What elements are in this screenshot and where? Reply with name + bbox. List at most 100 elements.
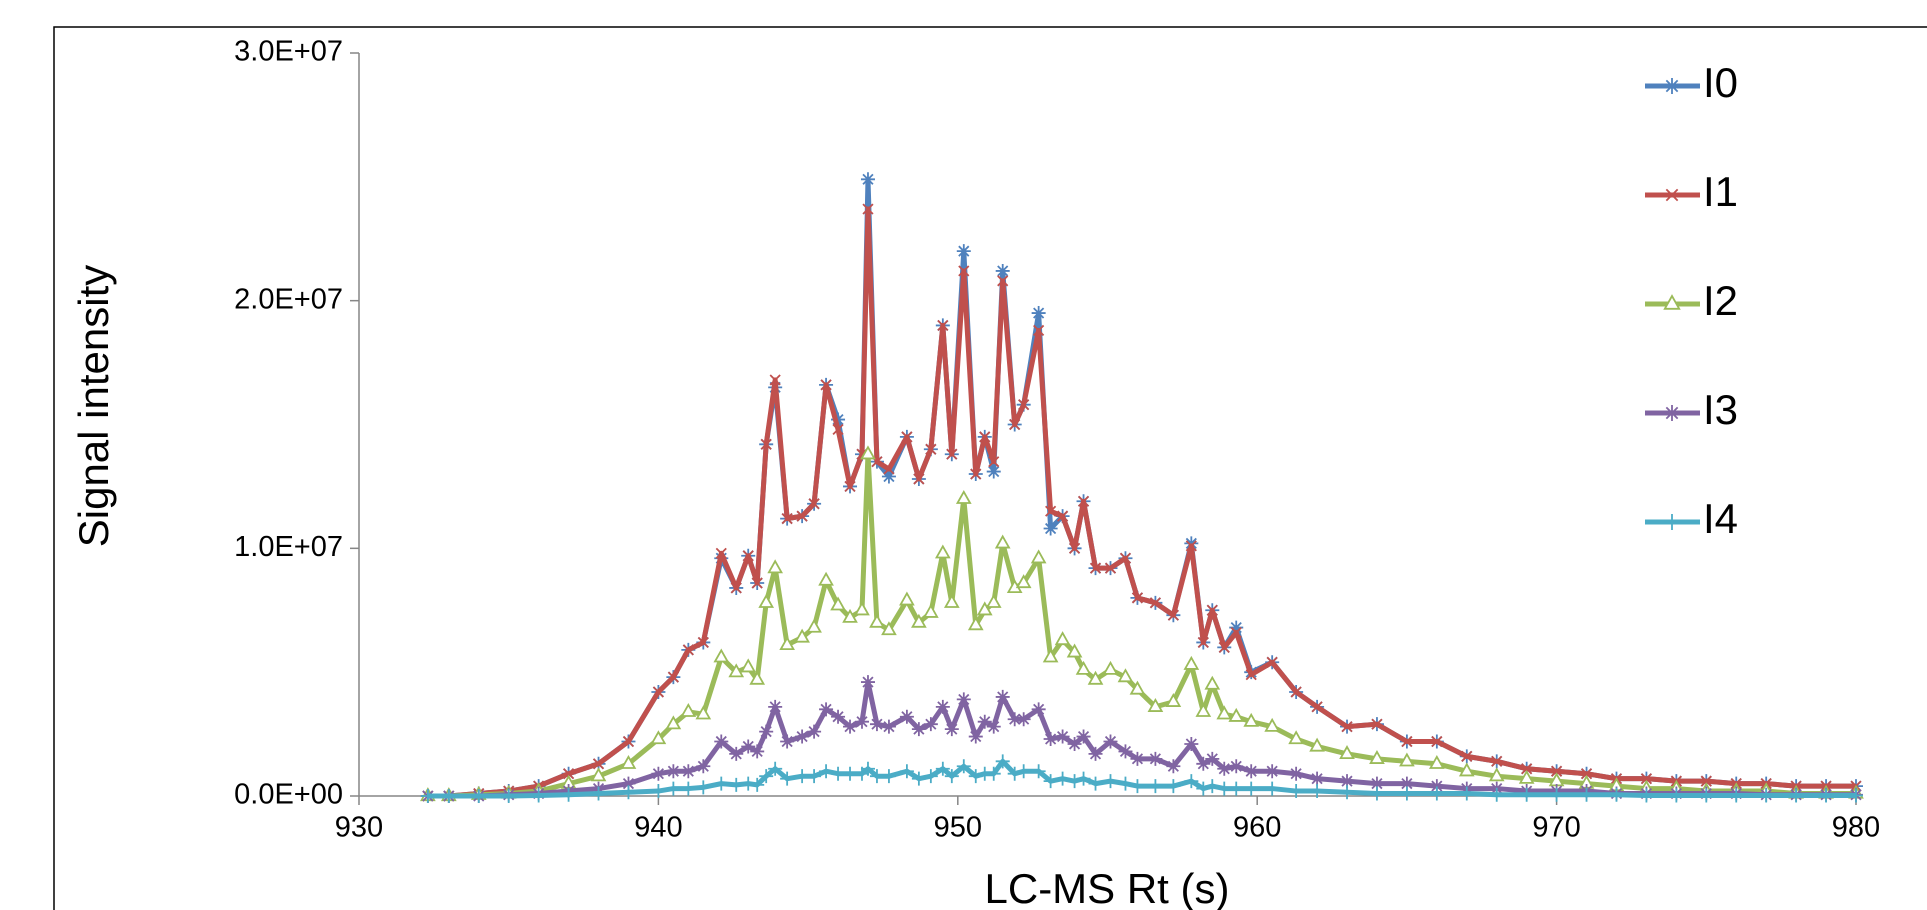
data-point: [651, 784, 666, 799]
data-point: [740, 658, 757, 673]
data-point: [652, 686, 664, 698]
data-point: [621, 785, 636, 800]
data-point: [1429, 779, 1444, 794]
data-point: [780, 771, 795, 786]
series: [420, 445, 1864, 802]
legend-label: I0: [1703, 59, 1738, 106]
data-point: [1521, 763, 1533, 775]
data-point: [943, 593, 960, 608]
data-point: [561, 787, 576, 802]
data-point: [1230, 626, 1242, 639]
data-point: [696, 780, 711, 795]
data-point: [1016, 712, 1031, 727]
data-point: [986, 464, 1001, 479]
data-point: [1399, 752, 1415, 767]
data-point: [620, 754, 637, 769]
data-point: [471, 789, 486, 803]
data-point: [741, 739, 756, 754]
data-point: [1217, 781, 1232, 796]
data-point: [666, 781, 681, 796]
data-point: [968, 769, 983, 784]
data-point: [650, 730, 667, 745]
data-point: [806, 618, 822, 633]
data-point: [759, 769, 774, 784]
y-tick-label: 1.0E+07: [234, 531, 343, 563]
data-point: [869, 769, 884, 784]
data-point: [994, 534, 1011, 549]
data-point: [1103, 774, 1118, 789]
data-point: [751, 577, 763, 589]
data-point: [1068, 542, 1081, 554]
data-point: [988, 456, 1000, 468]
data-point: [758, 593, 775, 608]
legend-marker: [1665, 188, 1679, 202]
data-point: [968, 729, 983, 744]
data-point: [759, 724, 774, 739]
data-point: [1429, 754, 1445, 769]
data-point: [1489, 787, 1504, 802]
data-point: [1009, 418, 1021, 431]
data-point: [1399, 786, 1414, 801]
series: [420, 754, 1863, 803]
data-point: [1789, 788, 1804, 803]
x-tick-label: 930: [335, 812, 383, 844]
data-point: [1075, 660, 1092, 675]
data-point: [749, 670, 766, 685]
data-point: [913, 473, 925, 485]
data-point: [729, 777, 744, 792]
data-point: [935, 699, 950, 714]
data-point: [714, 776, 729, 791]
data-point: [1244, 781, 1259, 796]
data-point: [695, 705, 712, 720]
data-point: [1519, 787, 1534, 802]
data-point: [1042, 648, 1059, 663]
data-point: [976, 601, 993, 616]
data-point: [844, 480, 856, 493]
data-point: [1043, 732, 1058, 747]
legend-item: I4: [1645, 495, 1738, 542]
legend-marker: [1664, 405, 1680, 421]
data-point: [1045, 505, 1057, 517]
data-point: [946, 448, 958, 460]
data-point: [1518, 769, 1535, 784]
data-point: [1166, 779, 1181, 794]
data-point: [958, 265, 970, 277]
data-point: [714, 734, 729, 749]
data-point: [1369, 750, 1385, 764]
data-point: [1311, 701, 1323, 713]
data-point: [590, 767, 607, 782]
legend-label: I2: [1703, 277, 1738, 324]
data-point: [842, 608, 858, 623]
data-point: [883, 463, 895, 475]
data-point: [1196, 781, 1211, 796]
data-point: [1340, 774, 1355, 789]
data-point: [1033, 324, 1045, 336]
data-point: [807, 724, 822, 739]
data-point: [1007, 766, 1022, 781]
x-tick-label: 960: [1233, 812, 1281, 844]
y-axis-title: Signal intensity: [70, 265, 117, 548]
y-tick-label: 3.0E+07: [234, 36, 343, 68]
data-point: [985, 593, 1002, 608]
data-point: [925, 443, 937, 455]
legend-item: I0: [1645, 59, 1738, 106]
data-point: [986, 719, 1001, 734]
x-tick-label: 950: [934, 812, 982, 844]
data-point: [1399, 776, 1414, 791]
data-point: [1551, 765, 1563, 777]
series: [420, 172, 1863, 803]
data-point: [1088, 776, 1103, 791]
data-point: [807, 769, 822, 784]
data-point: [1289, 784, 1304, 799]
data-point: [1055, 729, 1070, 744]
data-point: [1054, 631, 1071, 646]
data-point: [680, 702, 697, 717]
data-point: [1266, 656, 1278, 668]
data-point: [682, 644, 694, 656]
legend-marker: [1663, 294, 1681, 310]
data-point: [795, 729, 810, 744]
data-point: [1167, 609, 1179, 621]
data-point: [1640, 773, 1653, 785]
data-point: [681, 764, 696, 779]
